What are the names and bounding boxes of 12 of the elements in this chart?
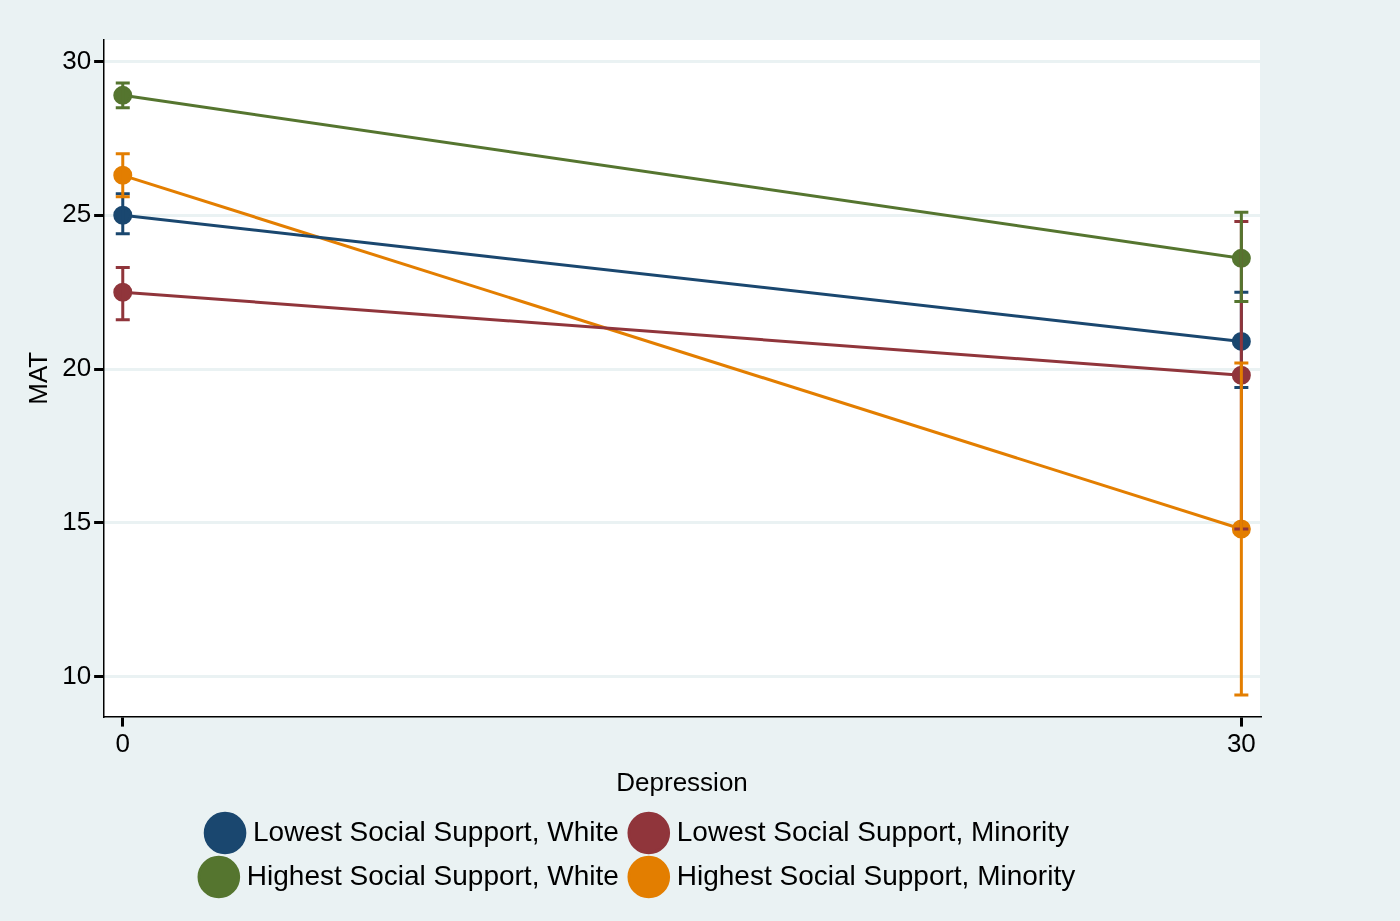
y-tick-label: 25: [62, 198, 92, 229]
y-tick-label: 15: [62, 506, 92, 537]
y-axis-title: MAT: [22, 351, 53, 405]
y-tick-label: 30: [62, 44, 92, 75]
y-tick-label: 20: [62, 352, 92, 383]
legend-label: Lowest Social Support, Minority: [676, 815, 1069, 847]
x-axis-title: Depression: [616, 766, 748, 797]
x-tick-label: 0: [115, 728, 130, 759]
y-tick-label: 10: [62, 659, 92, 690]
legend-label: Lowest Social Support, White: [253, 815, 619, 847]
legend-label: Highest Social Support, Minority: [676, 859, 1076, 891]
legend-label: Highest Social Support, White: [246, 859, 619, 891]
